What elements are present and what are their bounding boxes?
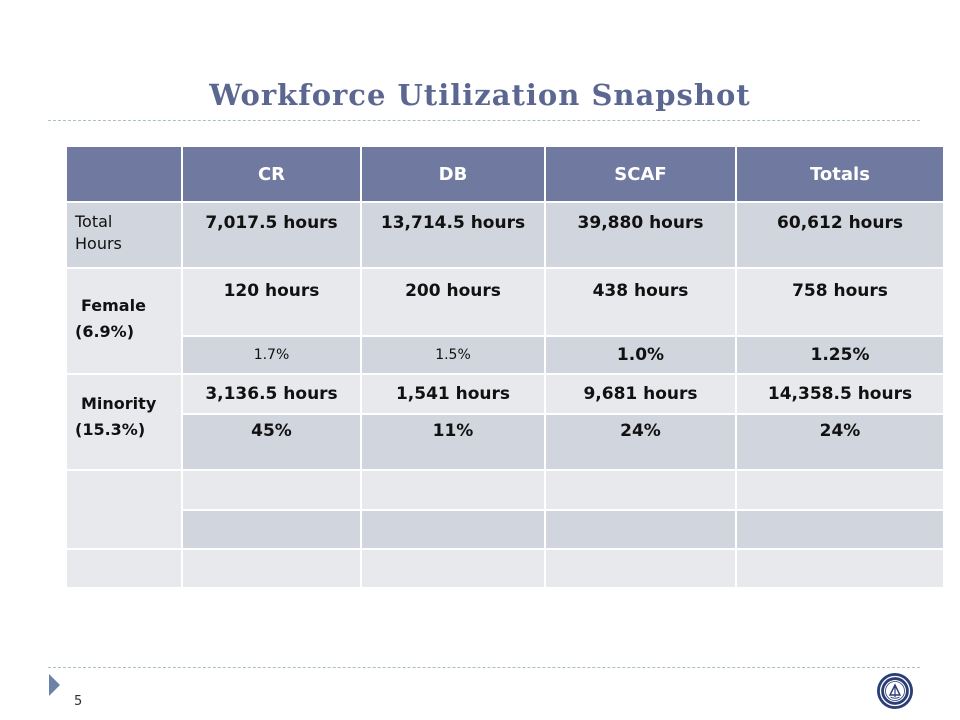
header-scaf: SCAF bbox=[544, 145, 737, 203]
empty-cell bbox=[65, 548, 183, 589]
table-row-total-hours: Total Hours 7,017.5 hours 13,714.5 hours… bbox=[65, 201, 945, 269]
empty-cell bbox=[181, 469, 362, 511]
total-hours-db: 13,714.5 hours bbox=[360, 201, 546, 269]
header-totals: Totals bbox=[735, 145, 945, 203]
label-line: Total bbox=[75, 212, 113, 231]
minority-hours-totals: 14,358.5 hours bbox=[735, 373, 945, 415]
workforce-table: CR DB SCAF Totals Total Hours 7,017.5 ho… bbox=[65, 145, 945, 589]
table-row-empty bbox=[66, 509, 945, 550]
empty-cell bbox=[360, 469, 546, 511]
empty-cell bbox=[735, 548, 945, 589]
label-line: Female bbox=[81, 296, 146, 315]
empty-cell bbox=[544, 469, 737, 511]
total-hours-totals: 60,612 hours bbox=[735, 201, 945, 269]
female-percent-scaf: 1.0% bbox=[544, 335, 737, 375]
label-line: (15.3%) bbox=[75, 419, 146, 439]
row-label-total-hours: Total Hours bbox=[65, 201, 183, 269]
table-row-empty bbox=[65, 548, 945, 589]
table-row-minority-percent: 45% 11% 24% 24% bbox=[66, 413, 945, 471]
table-header-row: CR DB SCAF Totals bbox=[65, 145, 945, 203]
total-hours-cr: 7,017.5 hours bbox=[181, 201, 362, 269]
minority-percent-db: 11% bbox=[360, 413, 546, 471]
female-percent-cr: 1.7% bbox=[181, 335, 362, 375]
state-seal-icon bbox=[877, 673, 913, 709]
label-line: Hours bbox=[75, 233, 122, 253]
female-percent-db: 1.5% bbox=[360, 335, 546, 375]
empty-cell bbox=[735, 509, 945, 550]
empty-cell bbox=[544, 548, 737, 589]
empty-cell bbox=[181, 548, 362, 589]
empty-cell bbox=[360, 509, 546, 550]
minority-percent-scaf: 24% bbox=[544, 413, 737, 471]
minority-hours-db: 1,541 hours bbox=[360, 373, 546, 415]
minority-percent-cr: 45% bbox=[181, 413, 362, 471]
page-number: 5 bbox=[74, 694, 83, 709]
slide-title: Workforce Utilization Snapshot bbox=[209, 78, 751, 112]
empty-cell bbox=[65, 469, 183, 550]
table-row-female-percent: 1.7% 1.5% 1.0% 1.25% bbox=[66, 335, 945, 375]
footer-divider bbox=[48, 667, 920, 668]
female-hours-cr: 120 hours bbox=[181, 267, 362, 337]
total-hours-scaf: 39,880 hours bbox=[544, 201, 737, 269]
header-empty-cell bbox=[65, 145, 183, 203]
row-label-minority: Minority (15.3%) bbox=[65, 373, 183, 471]
row-label-female: Female (6.9%) bbox=[65, 267, 183, 375]
table-row-minority-hours: Minority (15.3%) 3,136.5 hours 1,541 hou… bbox=[65, 373, 945, 471]
minority-hours-cr: 3,136.5 hours bbox=[181, 373, 362, 415]
minority-hours-scaf: 9,681 hours bbox=[544, 373, 737, 415]
title-divider bbox=[48, 120, 920, 121]
female-hours-totals: 758 hours bbox=[735, 267, 945, 337]
table-row-female-hours: Female (6.9%) 120 hours 200 hours 438 ho… bbox=[65, 267, 945, 375]
empty-cell bbox=[735, 469, 945, 511]
empty-cell bbox=[181, 509, 362, 550]
empty-cell bbox=[360, 548, 546, 589]
female-hours-scaf: 438 hours bbox=[544, 267, 737, 337]
header-cr: CR bbox=[181, 145, 362, 203]
bullet-arrow-icon bbox=[49, 674, 60, 696]
label-line: Minority bbox=[81, 394, 157, 413]
female-hours-db: 200 hours bbox=[360, 267, 546, 337]
female-percent-totals: 1.25% bbox=[735, 335, 945, 375]
label-line: (6.9%) bbox=[75, 321, 134, 341]
minority-percent-totals: 24% bbox=[735, 413, 945, 471]
empty-cell bbox=[544, 509, 737, 550]
table-row-empty bbox=[65, 469, 945, 550]
header-db: DB bbox=[360, 145, 546, 203]
